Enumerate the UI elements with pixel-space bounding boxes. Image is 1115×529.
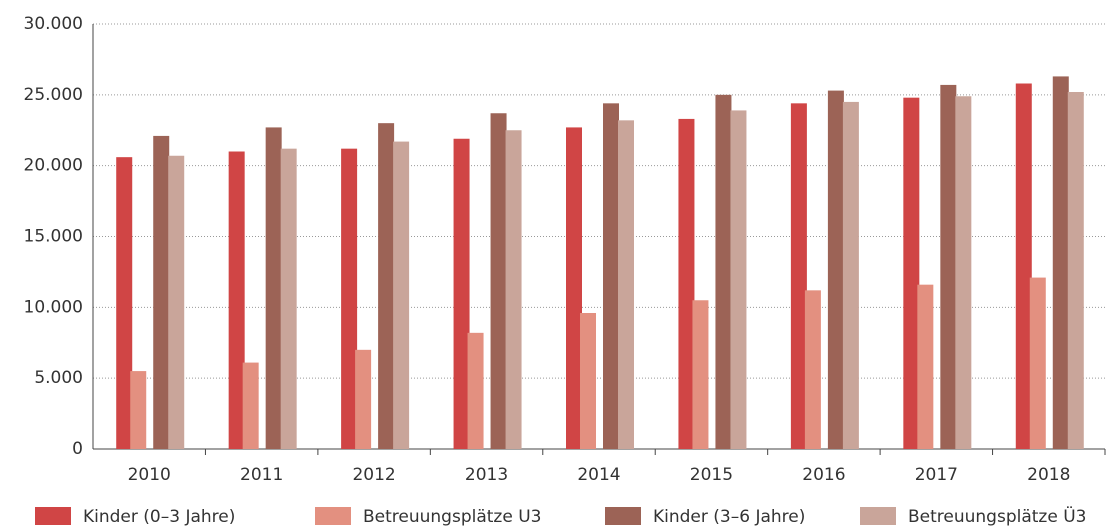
bar (1067, 92, 1084, 449)
x-tick-label: 2018 (1027, 465, 1070, 485)
x-tick-label: 2016 (802, 465, 845, 485)
bar (467, 332, 484, 449)
bar (153, 135, 170, 449)
bar (130, 371, 147, 449)
bar (168, 155, 185, 449)
x-tick-label: 2014 (577, 465, 620, 485)
legend-label: Betreuungsplätze Ü3 (908, 505, 1086, 527)
bar (242, 362, 259, 449)
bar (917, 284, 934, 449)
x-tick-label: 2013 (465, 465, 508, 485)
bar (490, 113, 507, 449)
bar (1029, 277, 1046, 449)
bar (790, 103, 807, 449)
y-tick-label: 0 (72, 439, 83, 459)
bar (730, 110, 747, 450)
bar (566, 127, 582, 450)
bar (280, 148, 297, 449)
y-tick-label: 20.000 (24, 156, 83, 176)
bar (116, 157, 133, 449)
legend-label: Kinder (3–6 Jahre) (653, 507, 805, 527)
bar (715, 94, 732, 449)
legend-swatch (35, 507, 71, 525)
x-tick-label: 2010 (128, 465, 171, 485)
legend-label: Kinder (0–3 Jahre) (83, 507, 235, 527)
x-tick-label: 2011 (240, 465, 283, 485)
bar (618, 120, 634, 449)
bar (955, 96, 972, 449)
y-tick-label: 10.000 (24, 297, 83, 317)
bar (827, 90, 844, 449)
bar (804, 290, 821, 449)
y-tick-label: 5.000 (34, 368, 83, 388)
bar (580, 313, 596, 449)
y-tick-label: 15.000 (24, 227, 83, 247)
legend-swatch (605, 507, 641, 525)
legend-swatch (860, 507, 896, 525)
bar (341, 148, 358, 449)
bar (603, 103, 619, 449)
bar (1015, 83, 1032, 449)
legend-label: Betreuungsplätze U3 (363, 507, 541, 527)
bar (378, 123, 395, 450)
bar (265, 127, 282, 450)
bar (393, 141, 410, 450)
bar (903, 97, 920, 450)
x-tick-label: 2017 (915, 465, 958, 485)
bar (228, 151, 245, 449)
bar (940, 84, 957, 450)
y-tick-label: 30.000 (24, 14, 83, 34)
x-tick-label: 2012 (352, 465, 395, 485)
bar (692, 300, 709, 449)
bar (842, 101, 859, 450)
bar (1052, 76, 1069, 450)
bar (453, 138, 470, 449)
bar (505, 130, 522, 449)
legend-swatch (315, 507, 351, 525)
bar (678, 118, 695, 450)
x-tick-label: 2015 (690, 465, 733, 485)
bar (355, 349, 372, 449)
y-tick-label: 25.000 (24, 85, 83, 105)
